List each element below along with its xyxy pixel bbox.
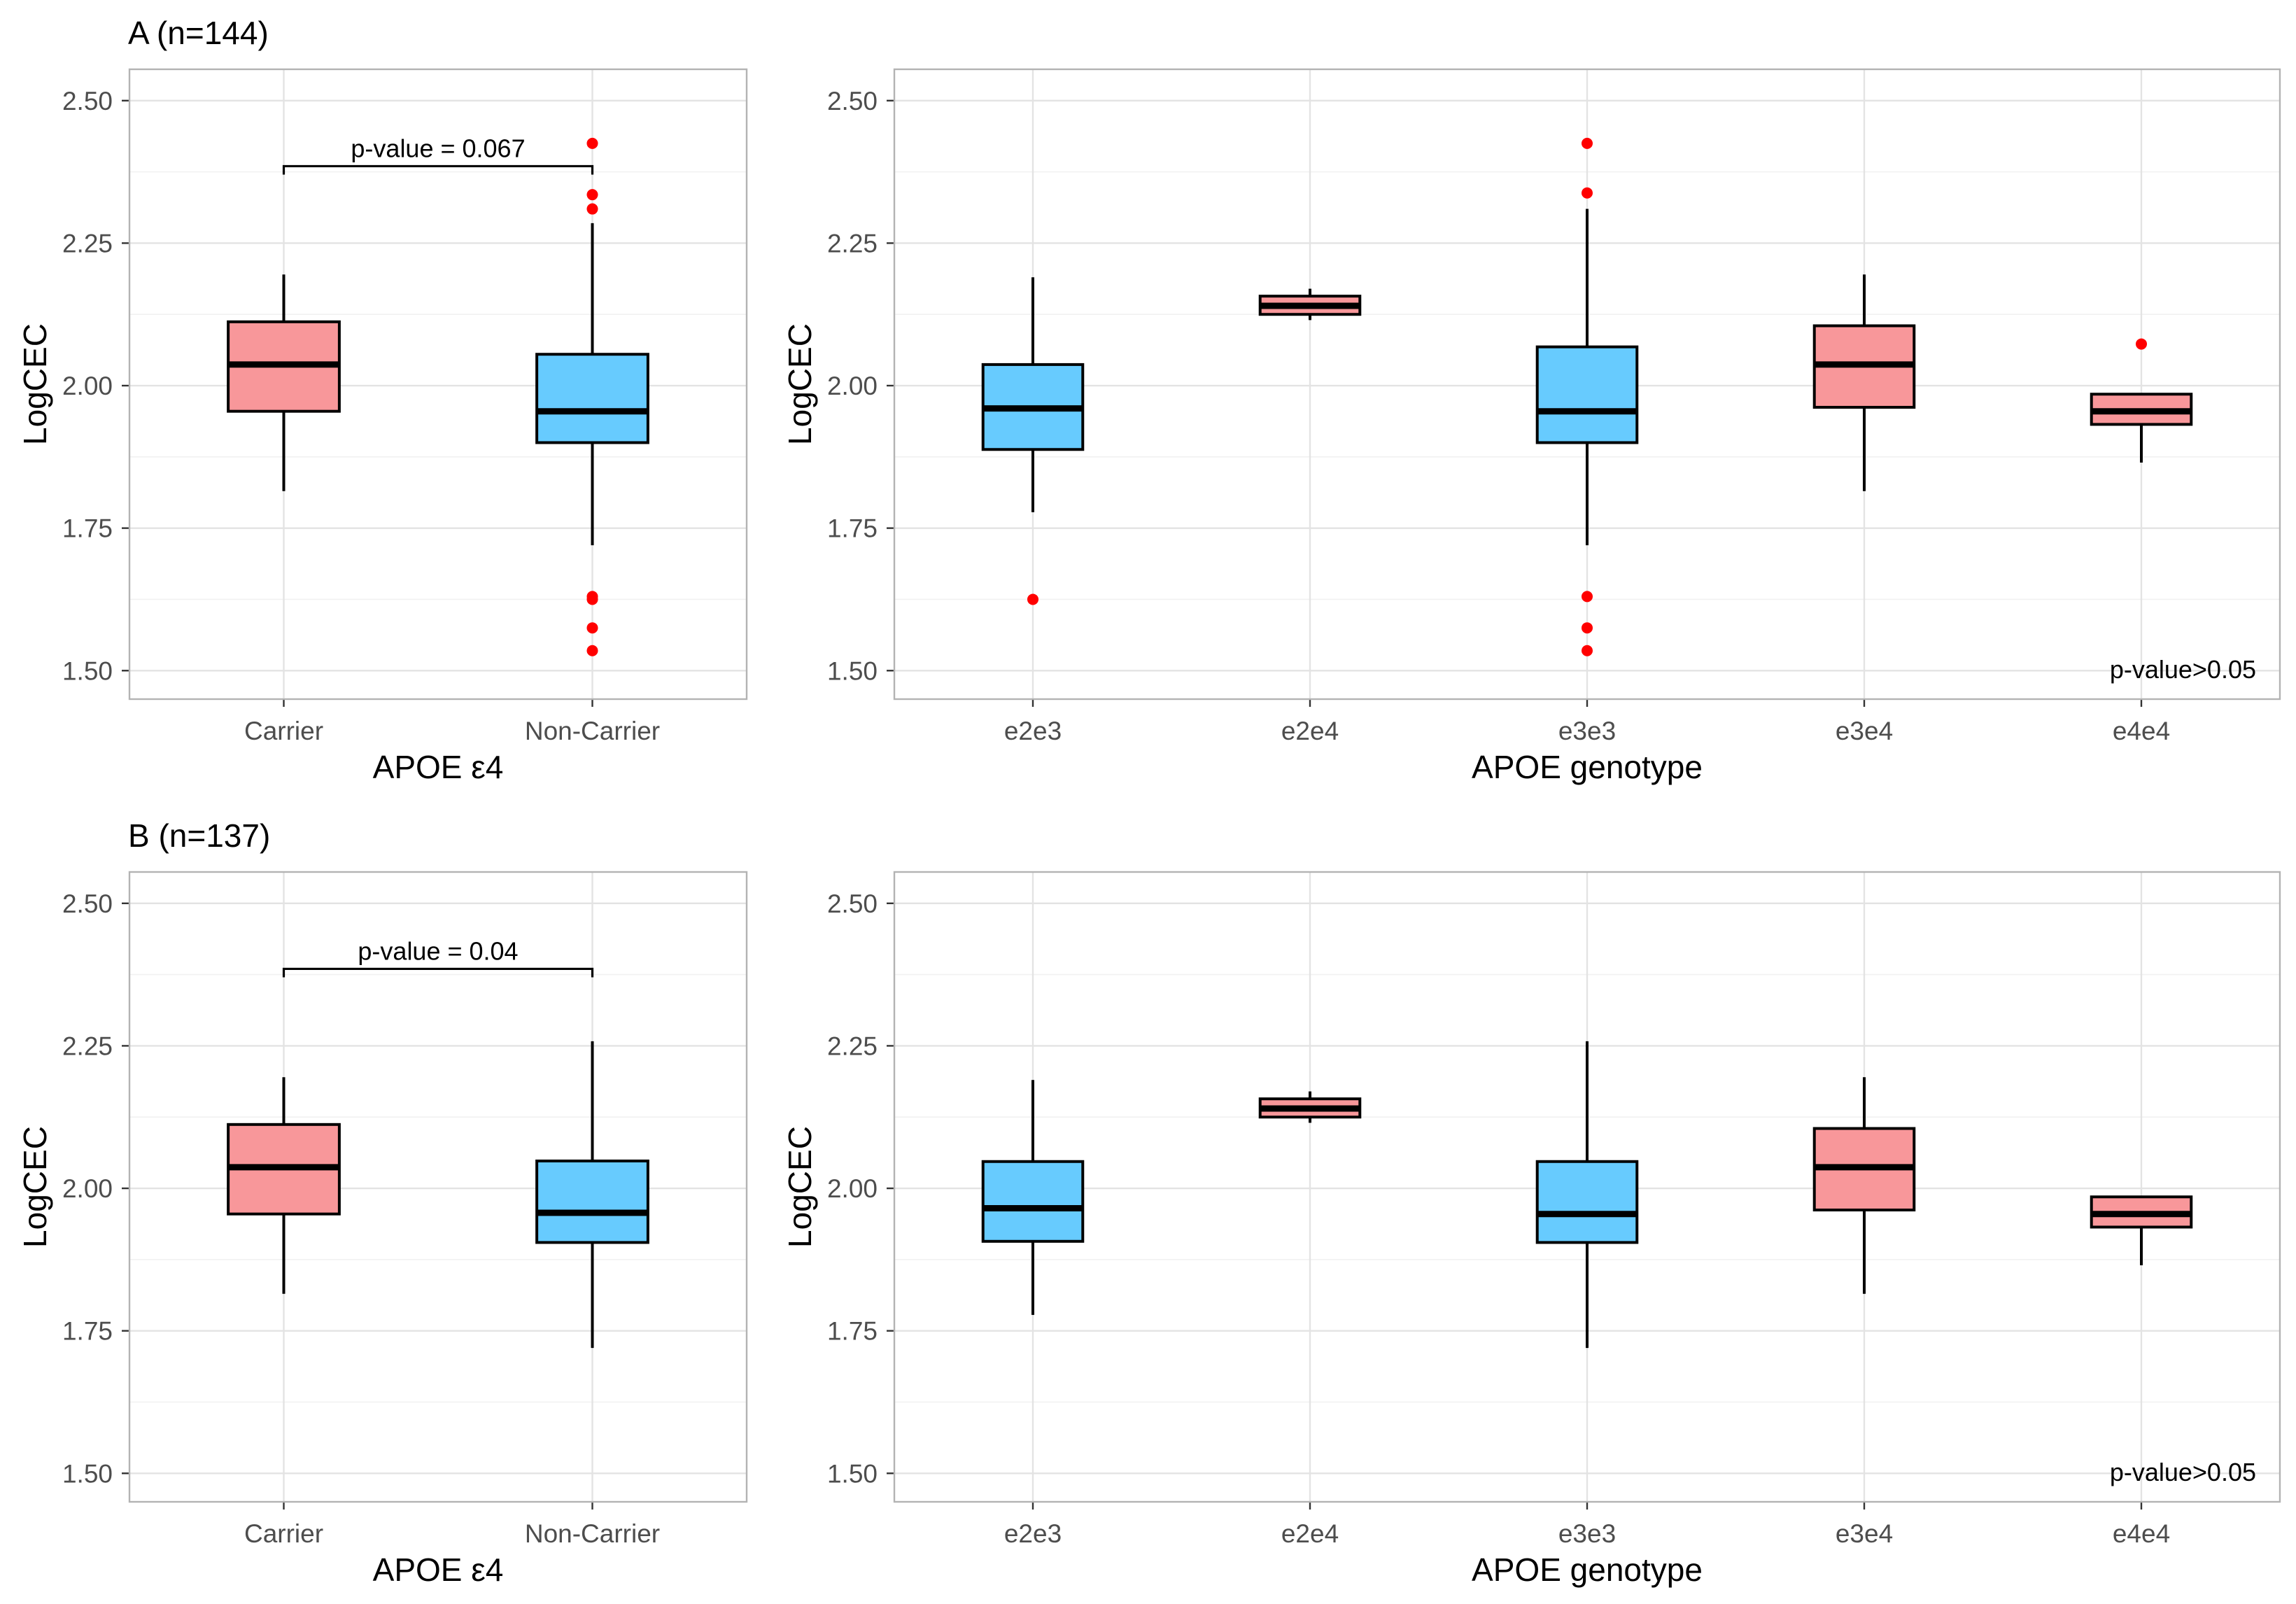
box-e4e4	[2090, 338, 2193, 463]
comparison-bracket	[282, 164, 594, 175]
x-tick-label: e4e4	[2113, 1519, 2170, 1548]
box-e4e4	[2090, 1195, 2193, 1265]
y-axis-title: LogCEC	[17, 1126, 53, 1248]
box-e2e3	[981, 277, 1085, 605]
x-tick-label: Carrier	[244, 717, 323, 745]
box-e3e4	[1812, 274, 1916, 491]
y-tick-label: 2.25	[827, 229, 878, 258]
x-tick-label: Carrier	[244, 1519, 323, 1548]
panel-a-genotype: 1.50 1.75 2.00 2.25 2.50 e2e3 e2e4 e3e3 e3e4 e4e4…	[782, 68, 2281, 785]
outlier-point	[586, 189, 598, 201]
outlier-point	[1582, 622, 1593, 634]
panel-b-genotype: 1.50 1.75 2.00 2.25 2.50 e2e3 e2e4 e3e3 e3e4 e4e4…	[782, 871, 2281, 1588]
iqr-box	[1535, 345, 1639, 444]
outlier-point	[586, 622, 598, 634]
y-tick-label: 2.25	[827, 1032, 878, 1060]
outlier-point	[1582, 591, 1593, 603]
box-non-carrier	[535, 1041, 649, 1349]
outlier-point	[586, 593, 598, 605]
y-tick-label: 1.50	[827, 1459, 878, 1488]
box-e2e3	[981, 1080, 1085, 1315]
y-tick-label: 2.25	[62, 229, 113, 258]
y-tick-label: 2.00	[62, 372, 113, 400]
plot-background	[129, 69, 747, 699]
y-tick-label: 1.75	[62, 514, 113, 543]
p-value-note: p-value>0.05	[2110, 1458, 2256, 1486]
y-tick-label: 1.50	[827, 656, 878, 685]
panel-border	[893, 871, 2281, 1503]
panel-border	[128, 871, 748, 1503]
y-tick-label: 2.00	[62, 1174, 113, 1203]
box-e3e4	[1812, 1077, 1916, 1294]
x-tick-label: e4e4	[2113, 717, 2170, 745]
panel-a-carrier: 1.50 1.75 2.00 2.25 2.50 Carrier Non-Carrier p-…	[17, 15, 748, 785]
y-tick-label: 1.75	[62, 1317, 113, 1346]
x-tick-label: Non-Carrier	[525, 717, 660, 745]
y-tick-label: 2.50	[827, 87, 878, 115]
y-tick-label: 1.50	[62, 1459, 113, 1488]
y-tick-label: 2.50	[62, 87, 113, 115]
y-tick-label: 2.00	[827, 372, 878, 400]
p-value-label: p-value = 0.04	[358, 936, 518, 965]
outlier-point	[586, 645, 598, 656]
box-carrier	[227, 1077, 341, 1294]
outlier-point	[586, 203, 598, 215]
x-tick-label: e2e3	[1004, 717, 1062, 745]
plot-background	[129, 872, 747, 1502]
y-tick-label: 2.25	[62, 1032, 113, 1060]
iqr-box	[1535, 1160, 1639, 1244]
iqr-box	[535, 353, 649, 444]
iqr-box	[535, 1159, 649, 1244]
box-e3e3	[1535, 137, 1639, 656]
x-tick-label: e2e3	[1004, 1519, 1062, 1548]
y-axis-title: LogCEC	[782, 323, 818, 445]
y-axis-title: LogCEC	[17, 323, 53, 445]
x-tick-label: e3e3	[1558, 1519, 1616, 1548]
box-e2e4	[1258, 288, 1362, 321]
outlier-point	[1027, 593, 1038, 605]
y-tick-label: 1.50	[62, 656, 113, 685]
outlier-point	[1582, 137, 1593, 149]
x-axis-title: APOE genotype	[1472, 749, 1703, 785]
panel-title: A (n=144)	[128, 15, 269, 51]
box-carrier	[227, 274, 341, 491]
y-tick-label: 2.50	[62, 889, 113, 918]
x-axis-title: APOE genotype	[1472, 1552, 1703, 1588]
x-tick-label: e2e4	[1281, 717, 1339, 745]
panel-border	[893, 68, 2281, 701]
y-tick-label: 2.50	[827, 889, 878, 918]
outlier-point	[2136, 338, 2147, 350]
box-e3e3	[1535, 1041, 1639, 1349]
iqr-box	[981, 1160, 1085, 1243]
p-value-label: p-value = 0.067	[351, 134, 525, 162]
box-e2e4	[1258, 1091, 1362, 1123]
x-tick-label: e3e4	[1836, 1519, 1893, 1548]
panel-title: B (n=137)	[128, 817, 270, 854]
p-value-note: p-value>0.05	[2110, 655, 2256, 684]
x-tick-label: Non-Carrier	[525, 1519, 660, 1548]
y-tick-label: 2.00	[827, 1174, 878, 1203]
y-tick-label: 1.75	[827, 1317, 878, 1346]
x-axis-title: APOE ε4	[373, 749, 504, 785]
y-axis-title: LogCEC	[782, 1126, 818, 1248]
x-tick-label: e3e3	[1558, 717, 1616, 745]
outlier-point	[1582, 645, 1593, 656]
x-tick-label: e3e4	[1836, 717, 1893, 745]
outlier-point	[1582, 187, 1593, 199]
comparison-bracket	[282, 967, 594, 978]
panel-border	[128, 68, 748, 701]
box-non-carrier	[535, 137, 649, 656]
x-axis-title: APOE ε4	[373, 1552, 504, 1588]
outlier-point	[586, 137, 598, 149]
y-tick-label: 1.75	[827, 514, 878, 543]
x-tick-label: e2e4	[1281, 1519, 1339, 1548]
panel-b-carrier: 1.50 1.75 2.00 2.25 2.50 Carrier Non-Carrier p-…	[17, 817, 748, 1588]
